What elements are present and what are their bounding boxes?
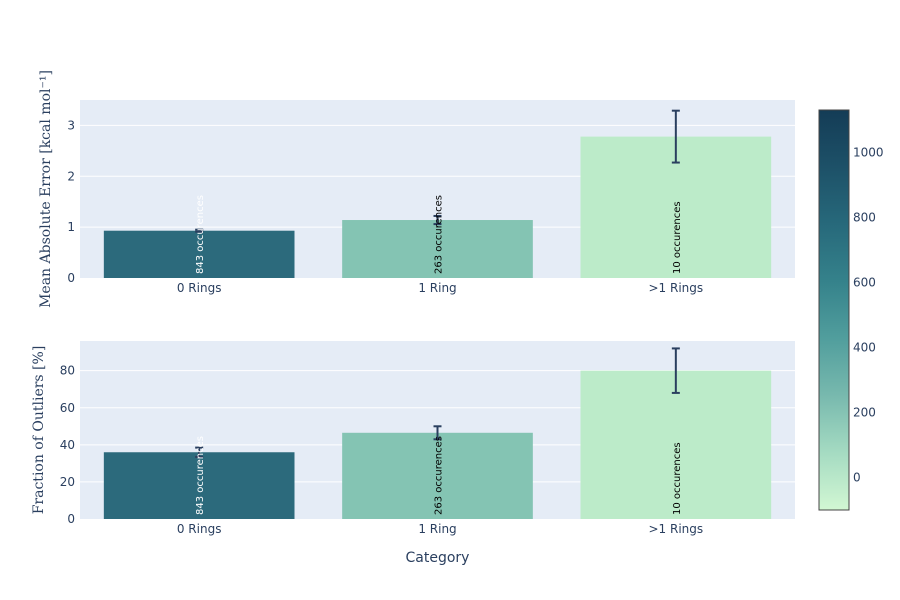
colorbar: 0 200 400 600 800 1000 bbox=[818, 109, 884, 511]
error-bar bbox=[195, 228, 204, 233]
y-tick-label: 60 bbox=[60, 401, 75, 415]
x-tick-label: 0 Rings bbox=[177, 281, 222, 295]
y-axis-title-mae: Mean Absolute Error [kcal mol⁻¹] bbox=[38, 70, 54, 308]
x-ticks-mae: 0 Rings 1 Ring >1 Rings bbox=[177, 281, 703, 295]
error-bar bbox=[671, 347, 680, 394]
colorbar-scale bbox=[818, 109, 850, 511]
y-ticks-outliers: 0 20 40 60 80 bbox=[60, 364, 75, 526]
y-tick-label: 40 bbox=[60, 438, 75, 452]
error-bar bbox=[433, 425, 442, 441]
y-tick-label: 20 bbox=[60, 475, 75, 489]
y-axis-title-outliers: Fraction of Outliers [%] bbox=[31, 346, 47, 515]
x-tick-label: 1 Ring bbox=[418, 522, 456, 536]
x-ticks-outliers: 0 Rings 1 Ring >1 Rings bbox=[177, 522, 703, 536]
colorbar-ticks: 0 200 400 600 800 1000 bbox=[853, 145, 884, 484]
y-tick-label: 3 bbox=[67, 118, 75, 132]
x-tick-label: >1 Rings bbox=[649, 281, 704, 295]
bar[interactable] bbox=[580, 370, 772, 519]
bar-label: 843 occurences bbox=[195, 436, 206, 515]
subplot-mae: 843 occurences 263 occurences 10 occurence… bbox=[38, 70, 795, 308]
x-tick-label: >1 Rings bbox=[649, 522, 704, 536]
x-tick-label: 1 Ring bbox=[418, 281, 456, 295]
colorbar-tick-label: 0 bbox=[853, 470, 861, 484]
y-tick-label: 0 bbox=[67, 271, 75, 285]
x-axis-title: Category bbox=[406, 550, 470, 566]
colorbar-tick-label: 400 bbox=[853, 340, 876, 354]
bar[interactable] bbox=[342, 220, 533, 278]
y-ticks-mae: 0 1 2 3 bbox=[67, 118, 75, 285]
y-tick-label: 80 bbox=[60, 364, 75, 378]
bars-outliers: 843 occurences 263 occurences 10 occurence… bbox=[103, 347, 772, 519]
bar-label: 10 occurences bbox=[672, 442, 683, 515]
y-tick-label: 1 bbox=[67, 220, 75, 234]
error-bar bbox=[671, 109, 680, 164]
bars-mae: 843 occurences 263 occurences 10 occurence… bbox=[103, 109, 772, 278]
bar-label: 263 occurences bbox=[434, 195, 445, 274]
colorbar-tick-label: 1000 bbox=[853, 145, 884, 159]
bar[interactable] bbox=[103, 230, 295, 278]
colorbar-tick-label: 600 bbox=[853, 275, 876, 289]
bar[interactable] bbox=[103, 452, 295, 519]
bar-label: 10 occurences bbox=[672, 201, 683, 274]
bar-label: 263 occurences bbox=[434, 436, 445, 515]
y-tick-label: 0 bbox=[67, 512, 75, 526]
bar[interactable] bbox=[342, 432, 533, 519]
error-bar bbox=[195, 446, 204, 458]
x-tick-label: 0 Rings bbox=[177, 522, 222, 536]
y-tick-label: 2 bbox=[67, 169, 75, 183]
error-bar bbox=[433, 214, 442, 226]
subplot-outliers: 843 occurences 263 occurences 10 occurence… bbox=[31, 341, 795, 536]
colorbar-tick-label: 800 bbox=[853, 210, 876, 224]
bar-label: 843 occurences bbox=[195, 195, 206, 274]
colorbar-tick-label: 200 bbox=[853, 405, 876, 419]
